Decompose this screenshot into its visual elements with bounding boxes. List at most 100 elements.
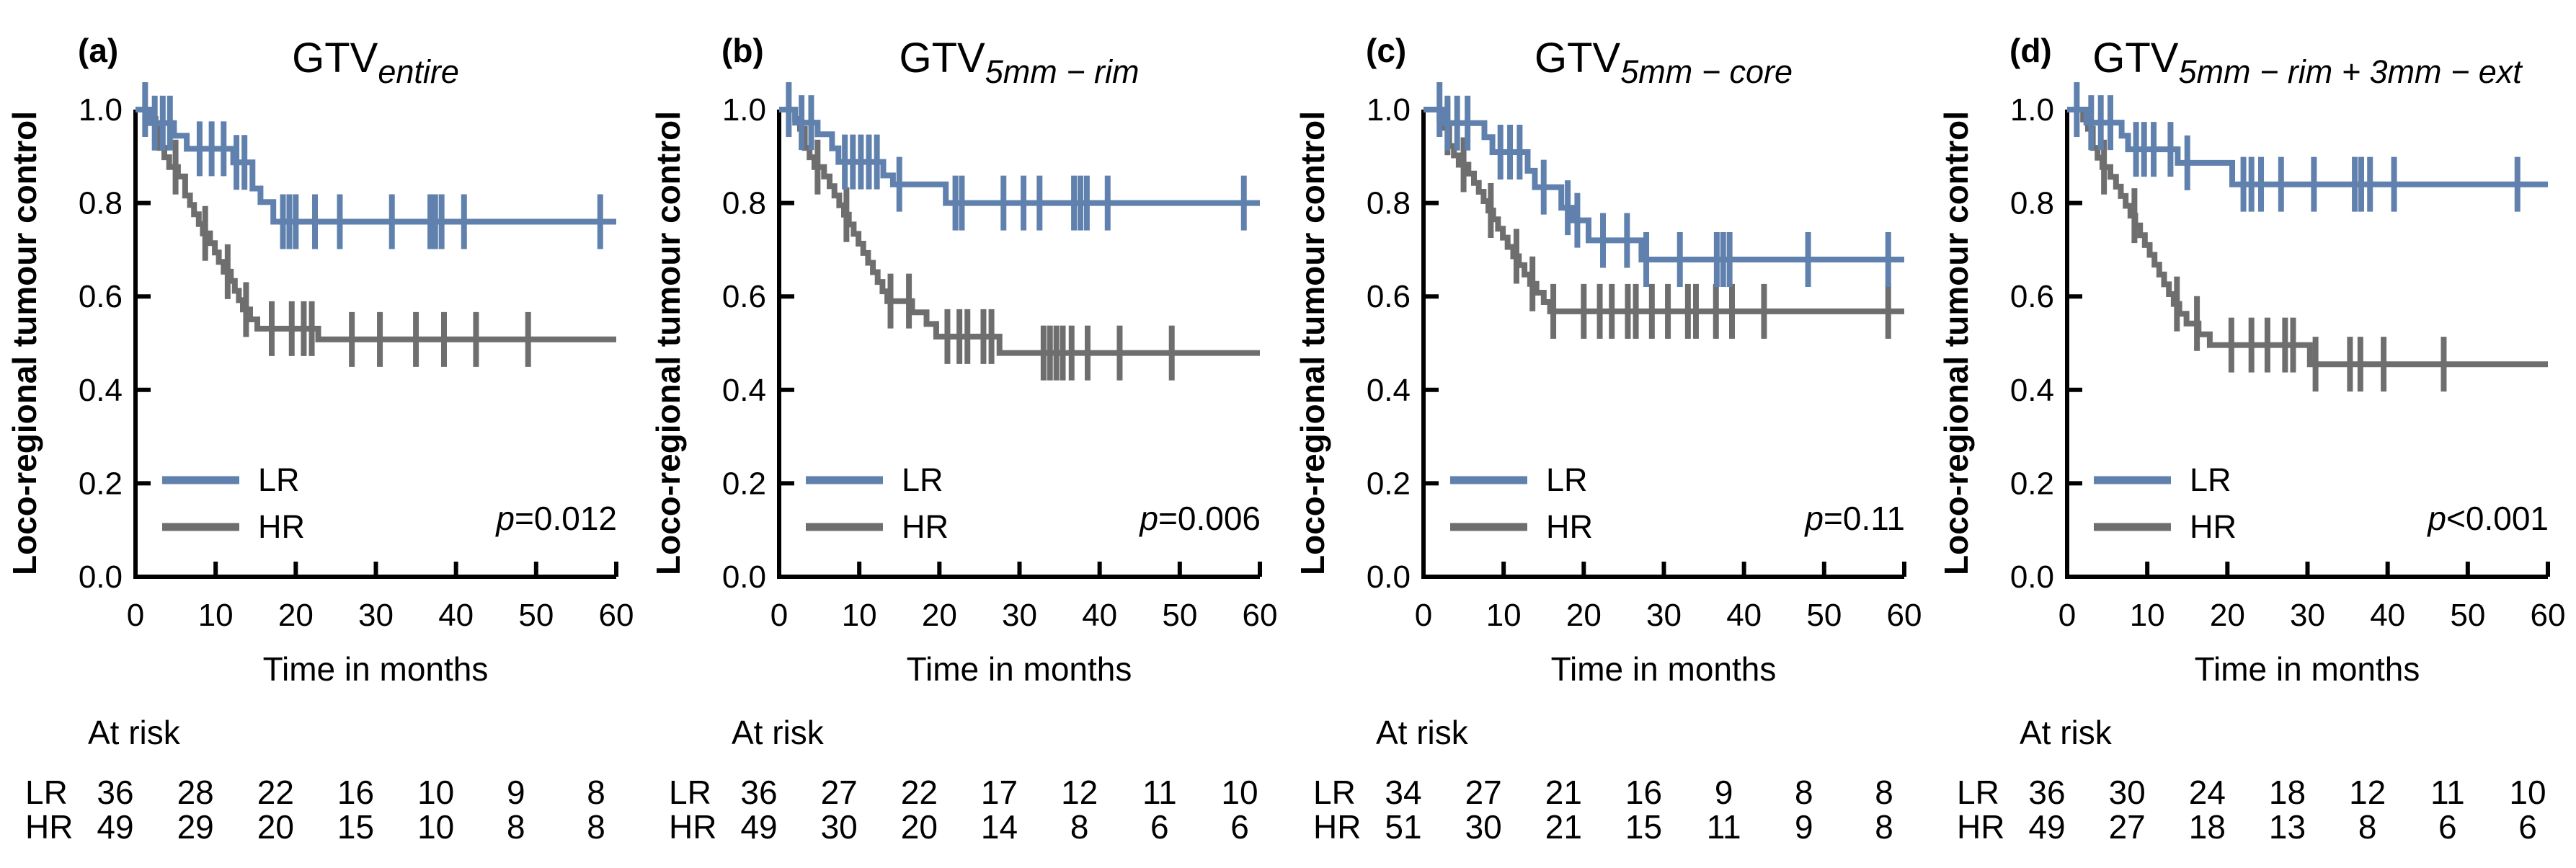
p-value-number: =0.012 [515, 500, 617, 537]
at-risk-count-hr: 30 [821, 808, 858, 846]
x-tick-label: 10 [1486, 598, 1522, 633]
y-tick-label: 0.4 [2010, 373, 2054, 408]
p-value-number: =0.006 [1158, 500, 1261, 537]
at-risk-count-lr: 36 [2028, 774, 2065, 811]
at-risk-count-lr: 21 [1545, 774, 1582, 811]
at-risk-count-hr: 6 [1150, 808, 1169, 846]
at-risk-count-hr: 8 [587, 808, 605, 846]
panel-title: GTVentire [292, 35, 459, 90]
at-risk-count-hr: 6 [2518, 808, 2537, 846]
at-risk-count-hr: 8 [507, 808, 525, 846]
x-tick-label: 20 [2210, 598, 2245, 633]
panel-title-subscript: 5mm − rim [985, 53, 1140, 90]
at-risk-count-hr: 6 [1230, 808, 1249, 846]
at-risk-count-hr: 13 [2269, 808, 2306, 846]
x-axis-label: Time in months [1551, 650, 1777, 688]
km-chart-b: (b) GTV5mm − rim Loco-regional tumour cont… [649, 32, 1278, 846]
y-tick-label: 0.6 [722, 279, 766, 314]
y-tick-label: 1.0 [79, 92, 123, 128]
panel-title-base: GTV [900, 35, 986, 81]
legend-label-hr: HR [2190, 508, 2237, 545]
at-risk-count-lr: 22 [257, 774, 294, 811]
x-tick-label: 40 [2370, 598, 2405, 633]
at-risk-count-hr: 9 [1795, 808, 1813, 846]
at-risk-count-lr: 36 [740, 774, 777, 811]
at-risk-count-lr: 28 [177, 774, 214, 811]
at-risk-count-hr: 11 [1707, 808, 1741, 846]
y-tick-label: 0.8 [79, 186, 123, 221]
y-tick-label: 0.8 [1367, 186, 1411, 221]
y-tick-label: 0.0 [79, 559, 123, 595]
km-curve-hr [2067, 107, 2548, 368]
at-risk-count-lr: 12 [1061, 774, 1098, 811]
x-tick-label: 40 [438, 598, 474, 633]
at-risk-count-lr: 10 [417, 774, 454, 811]
x-tick-label: 50 [1806, 598, 1842, 633]
p-value: p=0.006 [1138, 500, 1261, 537]
at-risk-count-hr: 18 [2189, 808, 2226, 846]
at-risk-count-lr: 24 [2189, 774, 2226, 811]
at-risk-count-hr: 8 [1875, 808, 1893, 846]
legend-label-hr: HR [1546, 508, 1593, 545]
legend-label-lr: LR [2190, 461, 2231, 498]
at-risk-count-lr: 11 [1142, 774, 1177, 811]
at-risk-row-label-hr: HR [1313, 808, 1361, 846]
legend-label-lr: LR [1546, 461, 1588, 498]
p-value-symbol: p [2426, 500, 2446, 537]
panel-c: (c) GTV5mm − core Loco-regional tumour con… [1288, 0, 1932, 868]
p-value-number: =0.11 [1824, 500, 1905, 537]
at-risk-count-lr: 36 [97, 774, 133, 811]
x-tick-label: 30 [1002, 598, 1037, 633]
x-tick-label: 10 [198, 598, 234, 633]
panel-title: GTV5mm − core [1535, 35, 1793, 90]
y-axis-label: Loco-regional tumour control [6, 111, 43, 575]
at-risk-count-lr: 34 [1385, 774, 1421, 811]
at-risk-count-hr: 27 [2109, 808, 2146, 846]
at-risk-count-lr: 8 [587, 774, 605, 811]
at-risk-count-lr: 30 [2109, 774, 2146, 811]
at-risk-count-lr: 10 [1221, 774, 1258, 811]
at-risk-count-hr: 8 [2358, 808, 2377, 846]
at-risk-row-label-hr: HR [25, 808, 73, 846]
at-risk-count-lr: 8 [1875, 774, 1893, 811]
y-tick-label: 0.6 [1367, 279, 1411, 314]
at-risk-header: At risk [732, 714, 825, 751]
at-risk-row-label-lr: LR [669, 774, 711, 811]
x-tick-label: 20 [1566, 598, 1602, 633]
y-tick-label: 0.4 [722, 373, 766, 408]
panel-title: GTV5mm − rim [900, 35, 1140, 90]
y-tick-label: 0.8 [2010, 186, 2054, 221]
x-tick-label: 0 [1415, 598, 1432, 633]
at-risk-count-hr: 30 [1465, 808, 1502, 846]
at-risk-count-hr: 21 [1545, 808, 1582, 846]
p-value-symbol: p [1138, 500, 1158, 537]
at-risk-count-hr: 49 [740, 808, 777, 846]
at-risk-row-label-lr: LR [1313, 774, 1356, 811]
at-risk-count-lr: 18 [2269, 774, 2306, 811]
at-risk-count-hr: 15 [1625, 808, 1662, 846]
y-tick-label: 0.6 [2010, 279, 2054, 314]
at-risk-row-label-hr: HR [669, 808, 716, 846]
x-tick-label: 60 [1243, 598, 1278, 633]
km-chart-c: (c) GTV5mm − core Loco-regional tumour con… [1294, 32, 1922, 846]
at-risk-count-lr: 17 [981, 774, 1018, 811]
km-curve-hr [1424, 107, 1904, 314]
km-chart-a: (a) GTVentire Loco-regional tumour control… [6, 32, 634, 846]
p-value-symbol: p [1803, 500, 1824, 537]
panel-letter: (c) [1366, 32, 1406, 69]
x-tick-label: 10 [842, 598, 877, 633]
x-tick-label: 20 [278, 598, 314, 633]
at-risk-count-hr: 20 [901, 808, 938, 846]
panel-title: GTV5mm − rim + 3mm − ext [2092, 35, 2523, 90]
y-tick-label: 0.6 [79, 279, 123, 314]
panel-a: (a) GTVentire Loco-regional tumour control… [0, 0, 644, 868]
at-risk-count-hr: 14 [981, 808, 1018, 846]
p-value-number: <0.001 [2446, 500, 2549, 537]
km-curve-lr [2067, 107, 2548, 187]
legend-label-hr: HR [258, 508, 305, 545]
p-value: p=0.11 [1803, 500, 1905, 537]
y-tick-label: 0.0 [722, 559, 766, 595]
at-risk-count-lr: 27 [1465, 774, 1502, 811]
at-risk-row-label-lr: LR [25, 774, 68, 811]
